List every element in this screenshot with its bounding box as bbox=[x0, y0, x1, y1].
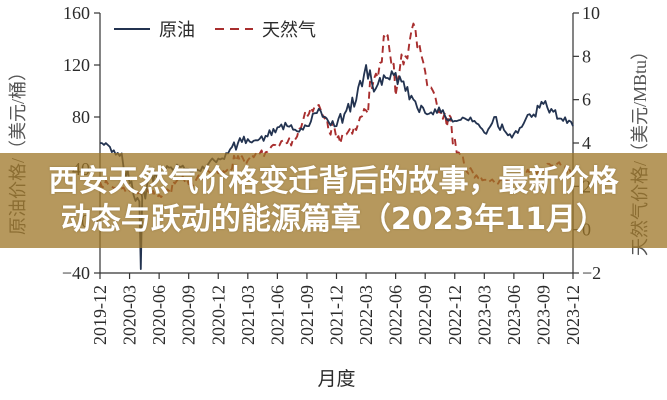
x-tick-label: 2023-12 bbox=[563, 285, 583, 345]
x-tick-label: 2022-09 bbox=[415, 285, 435, 345]
right-tick-label: 4 bbox=[582, 133, 591, 153]
x-tick-label: 2021-03 bbox=[238, 285, 258, 345]
x-tick-label: 2023-06 bbox=[504, 285, 524, 345]
x-tick-label: 2020-09 bbox=[179, 285, 199, 345]
x-tick-label: 2021-06 bbox=[267, 285, 287, 345]
x-tick-label: 2019-12 bbox=[90, 285, 110, 345]
x-tick-label: 2022-06 bbox=[386, 285, 406, 345]
right-tick-label: 10 bbox=[582, 3, 600, 23]
x-tick-label: 2022-03 bbox=[356, 285, 376, 345]
headline-line-2: 动态与跃动的能源篇章（2023年11月） bbox=[60, 201, 607, 237]
x-tick-label: 2021-09 bbox=[297, 285, 317, 345]
legend-gas-label: 天然气 bbox=[262, 20, 316, 40]
left-tick-label: −40 bbox=[62, 263, 90, 283]
x-tick-label: 2023-03 bbox=[474, 285, 494, 345]
headline-banner: 西安天然气价格变迁背后的故事，最新价格 动态与跃动的能源篇章（2023年11月） bbox=[0, 153, 667, 248]
x-tick-label: 2020-12 bbox=[208, 285, 228, 345]
right-tick-label: −2 bbox=[582, 263, 601, 283]
x-tick-label: 2020-06 bbox=[149, 285, 169, 345]
x-axis-title: 月度 bbox=[317, 368, 355, 390]
x-tick-label: 2023-09 bbox=[533, 285, 553, 345]
x-tick-label: 2021-12 bbox=[327, 285, 347, 345]
legend-oil-label: 原油 bbox=[159, 20, 195, 40]
right-tick-label: 6 bbox=[582, 90, 591, 110]
left-tick-label: 160 bbox=[63, 3, 90, 23]
left-tick-label: 80 bbox=[72, 107, 90, 127]
right-tick-label: 8 bbox=[582, 46, 591, 66]
x-tick-label: 2020-03 bbox=[120, 285, 140, 345]
headline-line-1: 西安天然气价格变迁背后的故事，最新价格 bbox=[48, 163, 619, 199]
x-tick-label: 2022-12 bbox=[445, 285, 465, 345]
left-tick-label: 120 bbox=[63, 55, 90, 75]
